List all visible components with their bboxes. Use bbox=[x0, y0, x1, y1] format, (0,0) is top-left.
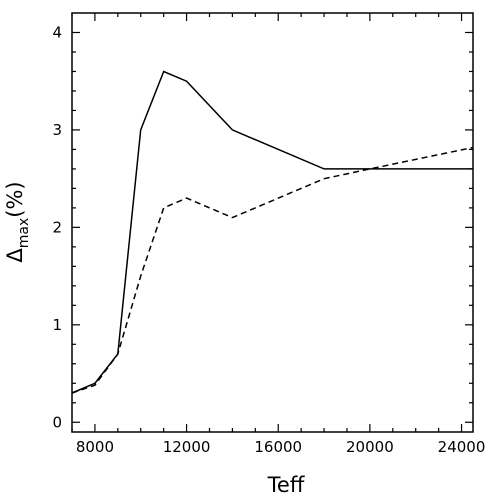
x-tick-label: 24000 bbox=[438, 438, 486, 456]
x-tick-label: 12000 bbox=[163, 438, 211, 456]
series-line-1-solid bbox=[71, 70, 473, 394]
series-line-2-dashed bbox=[71, 146, 474, 394]
y-tick-label: 0 bbox=[52, 413, 62, 431]
x-axis-title: Teff bbox=[267, 473, 305, 497]
y-axis-subscript: max bbox=[16, 218, 32, 249]
plot-frame bbox=[71, 12, 474, 433]
y-tick-label: 4 bbox=[52, 23, 62, 41]
y-axis-suffix: (%) bbox=[3, 181, 27, 217]
y-tick-label: 1 bbox=[52, 316, 62, 334]
y-tick-label: 2 bbox=[52, 218, 62, 236]
x-tick-label: 8000 bbox=[76, 438, 114, 456]
tick-layer: 8000 12000 16000 20000 24000 0 1 2 3 4 bbox=[52, 13, 485, 456]
x-tick-label: 16000 bbox=[254, 438, 302, 456]
x-tick-label: 20000 bbox=[346, 438, 394, 456]
y-axis-title: Δmax(%) bbox=[3, 181, 32, 262]
series-layer bbox=[71, 70, 474, 394]
y-tick-label: 3 bbox=[52, 121, 62, 139]
y-axis-symbol: Δ bbox=[3, 248, 27, 263]
